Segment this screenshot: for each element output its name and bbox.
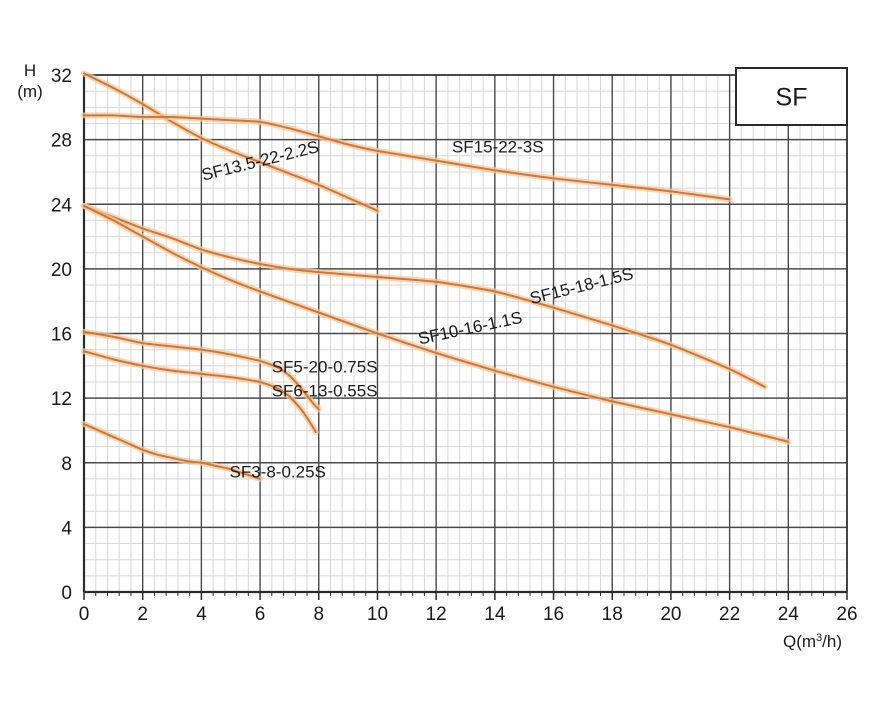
curve-sf6-13-0-55s: [81, 348, 319, 436]
curve-sf15-18-1-5s: [81, 202, 768, 390]
y-tick-label: 20: [51, 260, 72, 281]
curve-label-sf3-8-0-25s: SF3-8-0.25S: [229, 462, 325, 481]
curve-label-sf5-20-0-75s: SF5-20-0.75S: [272, 357, 378, 376]
curve-label-sf6-13-0-55s: SF6-13-0.55S: [272, 382, 378, 401]
x-tick-label: 12: [426, 604, 447, 625]
y-tick-label: 16: [51, 325, 72, 346]
x-tick-label: 6: [255, 604, 266, 625]
x-tick-label: 2: [137, 604, 148, 625]
axis-tick-marks: [83, 592, 848, 600]
y-tick-label: 32: [51, 66, 72, 87]
y-axis-title-line1: H: [24, 61, 36, 80]
curve-sf5-20-0-75s: [81, 328, 322, 413]
legend-box: SF: [735, 67, 848, 126]
legend-label: SF: [776, 84, 808, 112]
y-tick-label: 28: [51, 131, 72, 152]
y-tick-label: 4: [61, 518, 72, 539]
x-tick-label: 0: [79, 604, 90, 625]
axis-titles-group: H (m) Q(m3/h): [17, 61, 842, 651]
curve-sf13-5-22-2-2s: [81, 70, 381, 214]
curve-sf3-8-0-25s: [81, 420, 264, 482]
y-tick-label: 24: [51, 195, 73, 216]
y-axis-title-line2: (m): [17, 82, 42, 101]
y-tick-label: 8: [61, 454, 72, 475]
x-axis-title: Q(m3/h): [783, 632, 842, 651]
y-tick-label: 0: [61, 583, 72, 604]
x-tick-label: 8: [313, 604, 324, 625]
x-tick-label: 24: [778, 604, 800, 625]
curve-sf10-16-1-1s: [81, 202, 792, 445]
curve-series-group: [81, 70, 792, 482]
x-tick-label: 22: [719, 604, 740, 625]
x-tick-label: 14: [484, 604, 506, 625]
curve-label-sf15-22-3s: SF15-22-3S: [452, 138, 544, 157]
x-tick-label: 16: [543, 604, 564, 625]
curve-sf15-22-3s: [81, 112, 733, 203]
y-tick-label: 12: [51, 389, 72, 410]
x-tick-label: 18: [602, 604, 623, 625]
x-tick-label: 10: [367, 604, 388, 625]
x-tick-label: 26: [836, 604, 857, 625]
x-tick-label: 4: [196, 604, 207, 625]
x-tick-label: 20: [660, 604, 681, 625]
